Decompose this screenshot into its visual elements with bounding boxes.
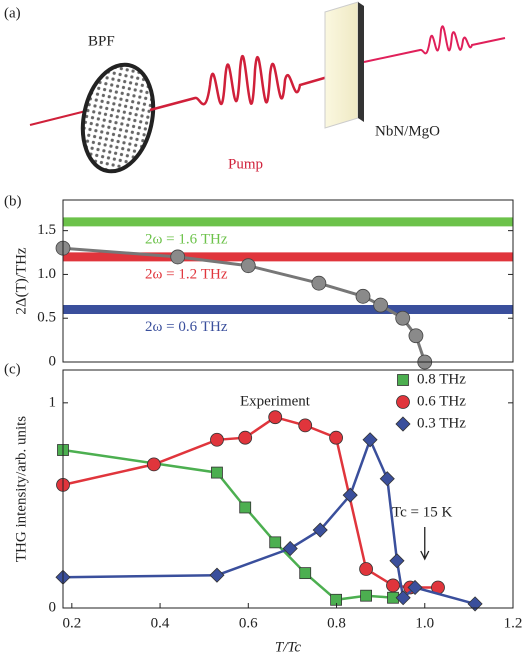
sample-label: NbN/MgO [375,123,440,139]
marker [395,590,411,606]
x-tick-label: 0.8 [327,615,346,631]
marker [359,562,373,576]
reference-label: 2ω = 1.2 THz [145,266,228,282]
filter-label: BPF [88,33,115,49]
marker [268,410,283,425]
series-line [62,436,476,606]
marker [389,553,405,569]
marker [395,310,411,326]
marker [360,589,372,602]
marker [312,522,328,538]
marker [269,536,282,549]
annotation: Experiment [240,393,311,409]
legend-marker [396,395,410,409]
x-tick-label: 1.0 [415,615,434,631]
x-tick-label: 0.6 [239,615,258,631]
y-tick-label: 0 [49,353,57,369]
thg-pulse [363,25,506,63]
marker [282,540,298,557]
marker [408,328,424,344]
pump-pulse [149,54,346,112]
legend-marker [397,374,409,386]
marker [355,288,371,304]
marker [379,471,395,487]
panel-label: (b) [4,193,22,209]
y-tick-label: 1 [49,394,57,410]
sample-slab [324,1,359,129]
legend-label: 0.6 THz [417,393,466,409]
x-tick-label: 1.2 [504,615,523,631]
y-tick-label: 1.0 [37,266,56,282]
marker [342,487,358,503]
marker [210,432,224,447]
marker [299,567,312,580]
y-tick-label: 1.5 [37,222,56,238]
legend-label: 0.8 THz [417,371,466,387]
y-axis-label: THG intensity/arb. units [13,416,29,562]
marker [209,567,225,583]
marker [329,430,343,445]
panel-label: (a) [4,5,21,21]
marker [386,578,400,593]
sample-edge [358,2,364,122]
panel-label: (c) [4,361,21,377]
legend-marker [395,416,411,432]
marker [373,297,389,313]
marker [467,596,483,612]
reference-label: 2ω = 1.6 THz [145,231,228,247]
y-tick-label: 0.5 [37,310,56,326]
marker [211,466,223,479]
plot-frame [62,369,514,609]
y-tick-label: 0 [49,599,57,615]
marker [146,457,161,472]
reference-label: 2ω = 0.6 THz [145,319,228,335]
x-tick-label: 0.4 [151,615,170,631]
marker [311,275,327,291]
y-axis-label: 2Δ(T)/THz [13,247,29,314]
marker [170,249,186,265]
arrow [420,527,430,561]
legend-label: 0.3 THz [417,415,466,431]
marker [239,501,252,514]
marker [298,418,313,433]
plot-frame [62,199,514,363]
annotation: Tc = 15 K [392,504,452,520]
pump-label: Pump [228,156,263,172]
x-axis-label: T/Tc [275,639,301,655]
x-tick-label: 0.2 [62,615,81,631]
marker [240,258,256,274]
marker [362,432,378,448]
marker [238,430,253,445]
marker [407,579,423,596]
filter [80,62,156,174]
